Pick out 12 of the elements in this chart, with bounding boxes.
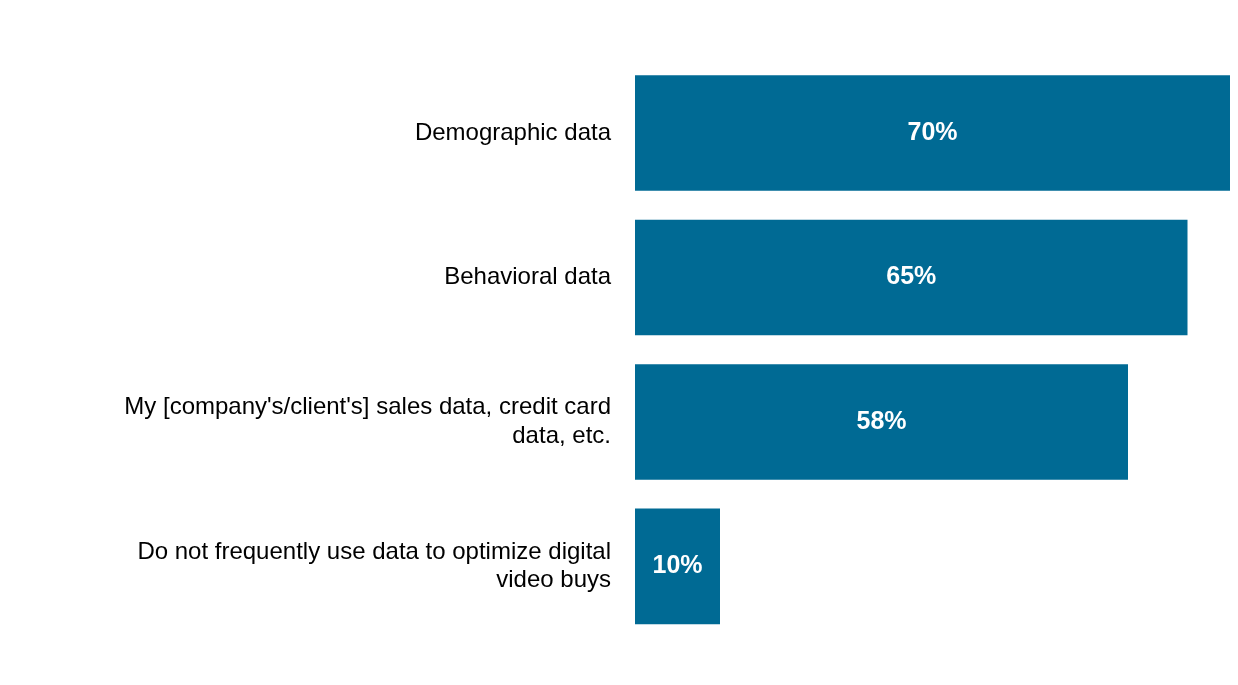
bar	[635, 508, 720, 625]
bar	[635, 75, 1230, 191]
y-tick-label: Do not frequently use data to optimize digital video buys	[137, 536, 611, 593]
data-label: 65%	[886, 261, 937, 290]
data-label: 70%	[907, 116, 958, 145]
y-tick-label: Demographic data	[414, 117, 612, 145]
bar	[635, 364, 1128, 480]
y-tick-label: My [company's/client's] sales data, credit card data, etc.	[124, 392, 611, 448]
y-tick-label: Behavioral data	[444, 262, 612, 290]
data-label: 10%	[652, 550, 703, 579]
data-label: 58%	[856, 405, 907, 434]
bar	[635, 219, 1188, 336]
